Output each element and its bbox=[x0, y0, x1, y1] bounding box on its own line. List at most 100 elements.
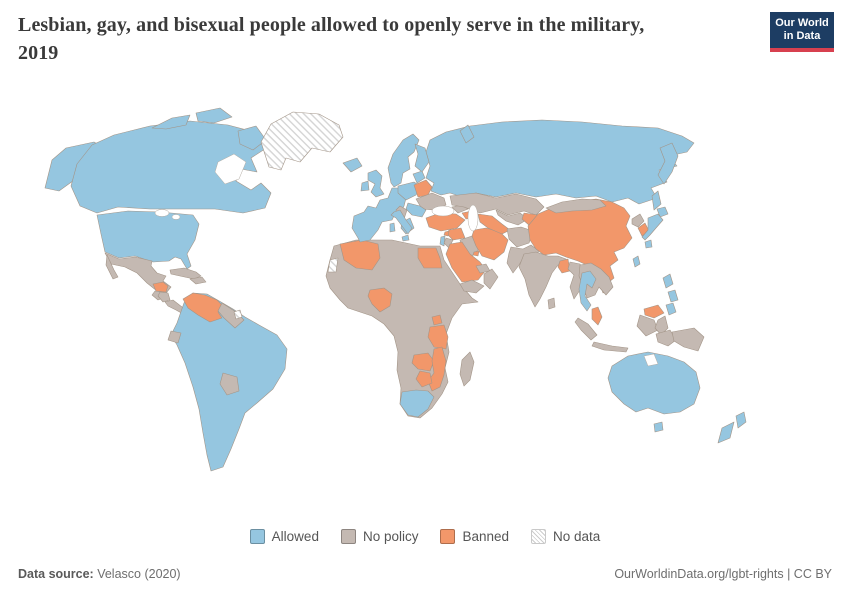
country-australia[interactable] bbox=[607, 351, 701, 415]
country-indonesia[interactable] bbox=[574, 317, 598, 341]
country-philippines[interactable] bbox=[667, 289, 679, 303]
country-egypt[interactable] bbox=[417, 247, 443, 269]
country-syria[interactable] bbox=[446, 227, 466, 241]
country-honduras[interactable] bbox=[152, 281, 169, 293]
country-uzbekistan[interactable] bbox=[495, 209, 529, 226]
country-canada[interactable] bbox=[195, 107, 233, 124]
country-oman[interactable] bbox=[483, 268, 499, 290]
country-turkmenistan[interactable] bbox=[477, 213, 511, 235]
country-estonia[interactable] bbox=[412, 170, 426, 184]
country-russia[interactable] bbox=[657, 142, 679, 185]
country-papua-new-guinea[interactable] bbox=[671, 327, 705, 352]
legend-swatch-allowed bbox=[249, 529, 265, 544]
country-philippines[interactable] bbox=[665, 302, 677, 316]
gulf-of-carpentaria bbox=[643, 353, 659, 367]
country-malaysia[interactable] bbox=[591, 306, 603, 326]
chart-title-line2: 2019 bbox=[18, 41, 59, 64]
country-japan[interactable] bbox=[644, 239, 653, 249]
country-afghanistan[interactable] bbox=[506, 226, 534, 248]
country-north-korea[interactable] bbox=[631, 213, 645, 228]
owid-logo[interactable]: Our World in Data bbox=[770, 12, 834, 52]
country-cuba[interactable] bbox=[169, 267, 202, 280]
country-indonesia[interactable] bbox=[636, 314, 659, 337]
country-japan[interactable] bbox=[641, 213, 664, 241]
legend-label-banned: Banned bbox=[462, 529, 510, 544]
country-sri-lanka[interactable] bbox=[547, 297, 556, 310]
country-mexico[interactable] bbox=[104, 252, 172, 294]
legend-label-no_data: No data bbox=[553, 529, 601, 544]
country-ecuador[interactable] bbox=[167, 330, 182, 344]
country-united-states[interactable] bbox=[96, 210, 200, 270]
country-nigeria[interactable] bbox=[367, 287, 393, 313]
country-canada[interactable] bbox=[70, 120, 272, 214]
country-taiwan[interactable] bbox=[632, 255, 641, 268]
country-finland[interactable] bbox=[414, 143, 430, 173]
country-italy[interactable] bbox=[389, 222, 396, 233]
country-yemen[interactable] bbox=[459, 279, 485, 294]
legend: Allowed No policy Banned No data bbox=[0, 529, 850, 544]
country-iceland[interactable] bbox=[342, 157, 363, 173]
country-mexico[interactable] bbox=[105, 254, 119, 280]
country-romania[interactable] bbox=[405, 202, 427, 218]
footer-source: Data source: Velasco (2020) bbox=[18, 567, 181, 581]
great-lakes bbox=[171, 214, 181, 220]
country-indonesia[interactable] bbox=[591, 341, 629, 353]
country-kuwait[interactable] bbox=[472, 250, 480, 257]
country-uganda[interactable] bbox=[431, 314, 443, 326]
chart-title-line1: Lesbian, gay, and bisexual people allowe… bbox=[18, 14, 645, 36]
legend-item-no_data[interactable]: No data bbox=[531, 529, 600, 544]
country-french-guiana[interactable] bbox=[233, 309, 243, 320]
country-nicaragua[interactable] bbox=[157, 291, 171, 303]
country-india[interactable] bbox=[518, 251, 567, 308]
footer-source-value: Velasco (2020) bbox=[93, 567, 181, 581]
country-new-zealand[interactable] bbox=[735, 411, 747, 429]
legend-swatch-no_data bbox=[531, 529, 547, 544]
country-zambia[interactable] bbox=[411, 352, 435, 372]
country-saudi-arabia[interactable] bbox=[445, 241, 487, 283]
country-haiti[interactable] bbox=[189, 276, 207, 285]
country-japan[interactable] bbox=[656, 206, 669, 218]
country-bangladesh[interactable] bbox=[557, 258, 571, 274]
country-ireland[interactable] bbox=[360, 180, 370, 192]
legend-item-no_policy[interactable]: No policy bbox=[340, 529, 419, 544]
country-western-sahara[interactable] bbox=[327, 257, 339, 273]
country-venezuela[interactable] bbox=[182, 292, 223, 323]
black-sea bbox=[431, 205, 455, 217]
legend-item-allowed[interactable]: Allowed bbox=[249, 529, 319, 544]
country-new-zealand[interactable] bbox=[717, 421, 735, 444]
legend-swatch-no_policy bbox=[340, 529, 356, 544]
country-belarus[interactable] bbox=[413, 179, 433, 198]
country-mongolia[interactable] bbox=[545, 198, 607, 214]
country-canada[interactable] bbox=[237, 125, 267, 151]
country-lebanon[interactable] bbox=[443, 230, 450, 237]
country-thailand[interactable] bbox=[578, 270, 597, 312]
country-tanzania[interactable] bbox=[427, 324, 449, 350]
country-united-kingdom[interactable] bbox=[367, 169, 385, 198]
owid-logo-line1: Our World bbox=[775, 17, 829, 30]
country-russia[interactable] bbox=[459, 124, 475, 144]
country-paraguay[interactable] bbox=[219, 372, 240, 396]
country-italy[interactable] bbox=[390, 209, 413, 235]
legend-label-no_policy: No policy bbox=[362, 529, 419, 544]
country-israel[interactable] bbox=[439, 235, 446, 247]
footer-link[interactable]: OurWorldinData.org/lgbt-rights | CC BY bbox=[614, 567, 832, 581]
country-philippines[interactable] bbox=[662, 273, 674, 289]
country-malawi[interactable] bbox=[427, 346, 447, 392]
country-italy[interactable] bbox=[401, 234, 410, 242]
country-malaysia[interactable] bbox=[643, 304, 665, 319]
country-russia[interactable] bbox=[651, 190, 662, 211]
country-australia[interactable] bbox=[653, 421, 664, 433]
country-south-africa[interactable] bbox=[399, 389, 435, 418]
hudson-bay bbox=[214, 153, 247, 185]
country-indonesia[interactable] bbox=[655, 329, 677, 347]
footer-source-label: Data source: bbox=[18, 567, 94, 581]
country-zimbabwe[interactable] bbox=[415, 370, 433, 388]
country-madagascar[interactable] bbox=[459, 351, 475, 387]
country-norway[interactable] bbox=[387, 133, 420, 188]
legend-label-allowed: Allowed bbox=[271, 529, 319, 544]
great-lakes bbox=[154, 209, 170, 217]
country-greenland[interactable] bbox=[260, 111, 344, 171]
legend-item-banned[interactable]: Banned bbox=[440, 529, 509, 544]
country-canada[interactable] bbox=[151, 114, 191, 130]
